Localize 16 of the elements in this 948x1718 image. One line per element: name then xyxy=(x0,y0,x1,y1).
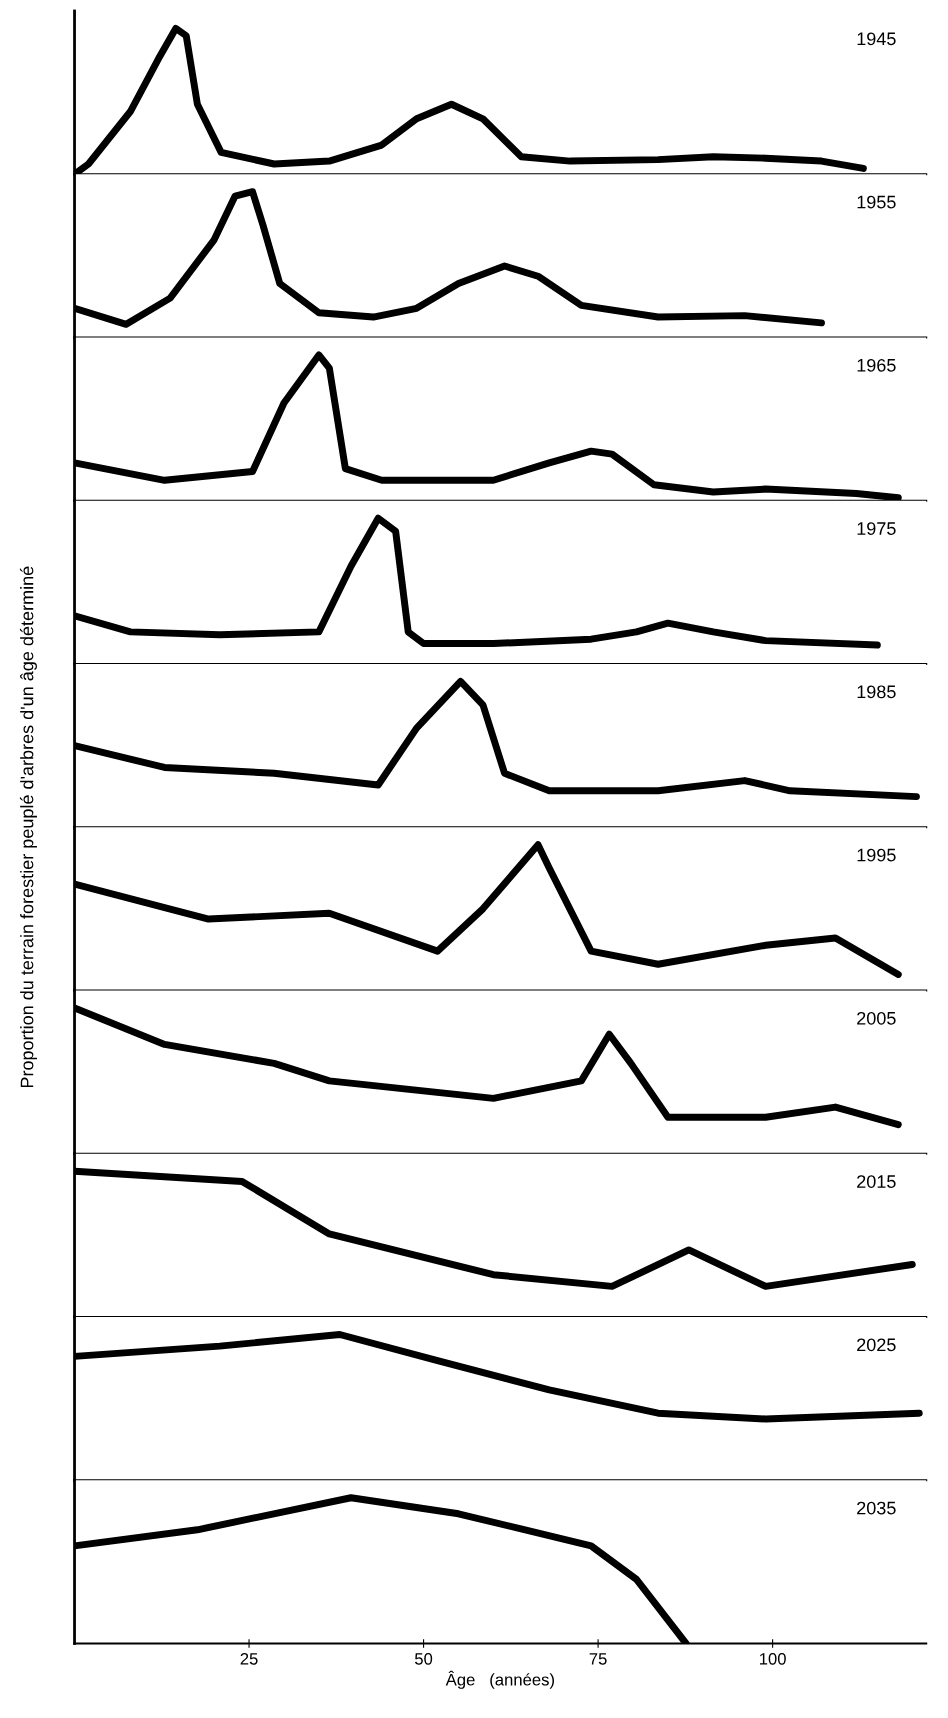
chart-title: 1955 xyxy=(857,195,896,209)
chart-title: 1985 xyxy=(857,685,896,699)
y-axis-title: Proportion du terrain forestier peuplé d'arbres d'un âge déterminé xyxy=(19,566,37,1088)
chart-title: 1995 xyxy=(857,848,896,862)
chart-title: 1965 xyxy=(857,358,896,372)
x-tick-label: 100 xyxy=(759,1652,786,1665)
chart-title: 1975 xyxy=(857,522,896,535)
chart-title: 2015 xyxy=(857,1175,896,1188)
chart-title: 2005 xyxy=(857,1011,896,1025)
x-tick-label: 25 xyxy=(240,1652,258,1665)
chart-title: 2035 xyxy=(857,1501,896,1515)
chart-title: 2025 xyxy=(857,1338,896,1352)
x-tick-label: 50 xyxy=(414,1652,433,1665)
x-axis-title: Âge (années) xyxy=(445,1670,554,1689)
x-tick-label: 75 xyxy=(589,1653,607,1665)
chart-title: 1945 xyxy=(857,32,896,46)
